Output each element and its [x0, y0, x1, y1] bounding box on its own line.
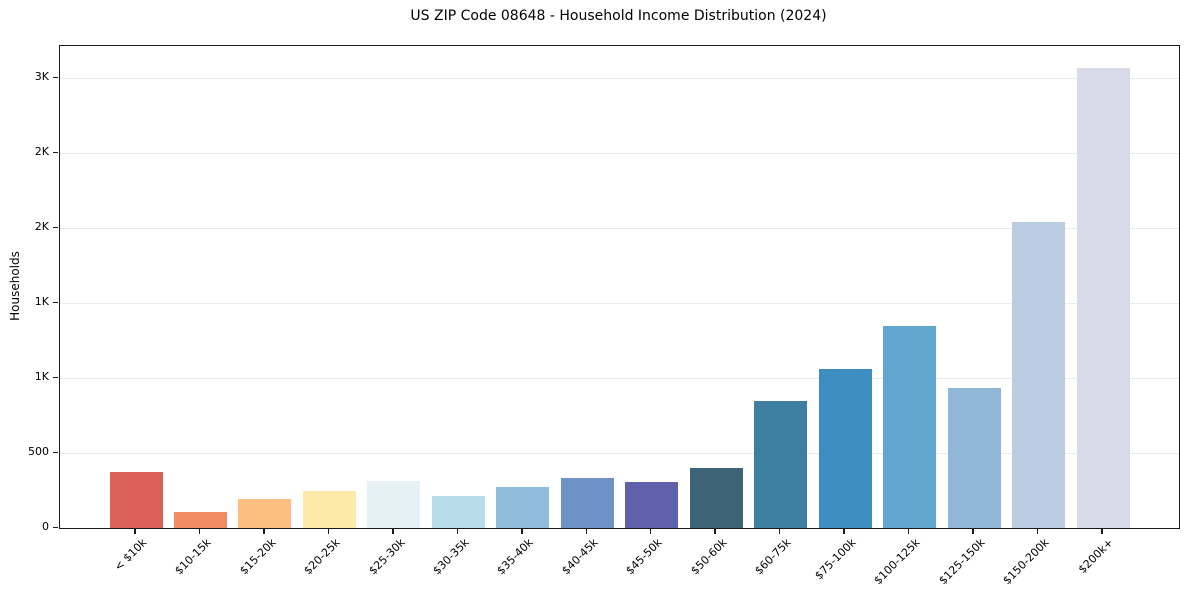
x-tick-mark-3: [327, 528, 330, 534]
y-tick-label-1000: 1K: [34, 370, 49, 384]
y-tick-mark-1500: [53, 301, 58, 304]
x-tick-label-20-25k: $20-25k: [301, 536, 343, 578]
plot-area: [59, 45, 1180, 529]
x-tick-label-125-150k: $125-150k: [936, 536, 988, 588]
x-tick-mark-1: [198, 528, 201, 534]
gridline-2500: [60, 153, 1179, 155]
x-tick-label-25-30k: $25-30k: [365, 536, 408, 578]
x-tick-label-60-75k: $60-75k: [752, 536, 794, 578]
y-tick-label-0: 0: [42, 520, 49, 533]
x-tick-mark-11: [843, 528, 845, 534]
x-tick-mark-6: [521, 528, 523, 534]
bar-60-75k: [754, 401, 808, 528]
bar-75-100k: [818, 369, 872, 528]
y-tick-label-500: 500: [28, 445, 49, 459]
gridline-1500: [60, 303, 1179, 305]
y-tick-mark-2000: [53, 226, 58, 229]
gridline-500: [60, 453, 1179, 455]
x-tick-mark-12: [907, 528, 910, 534]
gridline-1000: [60, 378, 1179, 380]
gridline-2000: [60, 228, 1179, 230]
bar-35-40k: [496, 486, 550, 528]
y-tick-label-3000: 3K: [34, 70, 49, 84]
y-tick-label-1500: 1K: [34, 295, 49, 309]
x-tick-mark-8: [649, 528, 652, 534]
x-tick-label-200k: $200k+: [1076, 536, 1117, 577]
bar-20-25k: [302, 490, 356, 528]
bar-200k: [1076, 67, 1130, 528]
bar-150-200k: [1012, 222, 1066, 528]
gridline-3000: [60, 78, 1179, 80]
y-tick-label-2500: 2K: [34, 145, 49, 159]
bar-10k: [109, 471, 163, 528]
bar-100-125k: [883, 326, 937, 528]
bar-25-30k: [367, 480, 421, 528]
x-tick-label-150-200k: $150-200k: [1000, 536, 1052, 588]
x-tick-label-50-60k: $50-60k: [688, 536, 730, 578]
bar-40-45k: [560, 478, 614, 528]
y-axis-label: Households: [8, 251, 22, 321]
y-tick-mark-2500: [53, 151, 58, 154]
bar-30-35k: [431, 495, 485, 528]
x-tick-label-75-100k: $75-100k: [812, 536, 859, 583]
chart-title: US ZIP Code 08648 - Household Income Dis…: [410, 8, 827, 24]
bar-50-60k: [689, 468, 743, 528]
x-tick-label-10k: < $10k: [111, 536, 150, 574]
x-tick-label-10-15k: $10-15k: [172, 536, 214, 578]
bar-125-150k: [947, 388, 1001, 528]
bar-15-20k: [238, 498, 292, 528]
x-tick-mark-7: [585, 528, 588, 534]
x-tick-mark-5: [456, 528, 459, 534]
y-tick-mark-1000: [53, 376, 58, 379]
y-tick-mark-500: [53, 451, 58, 454]
y-tick-mark-3000: [53, 76, 58, 79]
x-tick-label-100-125k: $100-125k: [871, 536, 923, 588]
x-tick-mark-9: [714, 528, 716, 534]
x-tick-label-15-20k: $15-20k: [236, 536, 279, 578]
bar-10-15k: [173, 512, 227, 528]
x-tick-mark-2: [263, 528, 265, 534]
x-tick-mark-13: [972, 528, 974, 534]
y-tick-mark-0: [53, 526, 58, 528]
x-tick-mark-0: [134, 528, 136, 534]
y-tick-label-2000: 2K: [34, 220, 49, 234]
bar-45-50k: [625, 481, 679, 528]
x-tick-mark-15: [1101, 528, 1103, 534]
x-tick-label-30-35k: $30-35k: [430, 536, 472, 578]
x-tick-label-40-45k: $40-45k: [559, 536, 601, 578]
x-tick-mark-10: [778, 528, 781, 534]
x-tick-mark-4: [392, 528, 394, 534]
x-tick-label-35-40k: $35-40k: [494, 536, 537, 578]
x-tick-label-45-50k: $45-50k: [623, 536, 665, 578]
x-tick-mark-14: [1036, 528, 1039, 534]
